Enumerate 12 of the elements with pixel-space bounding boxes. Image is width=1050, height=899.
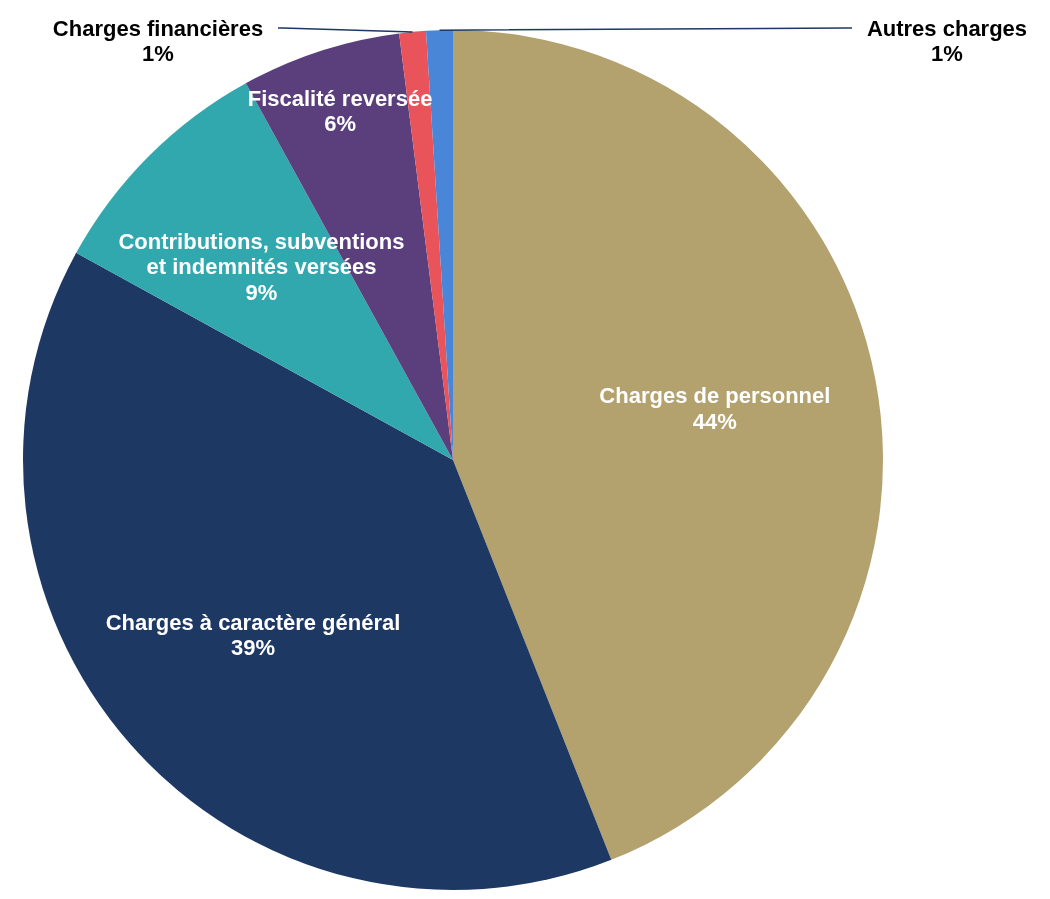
- data-label: 39%: [231, 634, 276, 660]
- data-label: 6%: [324, 110, 356, 136]
- slice-label: Contributions, subventions et indemnités versées: [118, 228, 405, 280]
- slice-label: Autres charges: [866, 15, 1028, 41]
- data-label: 1%: [931, 41, 963, 67]
- data-label: 9%: [245, 279, 278, 305]
- pie-slice: [76, 83, 453, 460]
- slice-label: Charges à caractère général: [105, 609, 401, 635]
- slice-label: Charges de personnel: [599, 383, 831, 409]
- slice-label: Charges financières: [52, 15, 264, 41]
- data-label: 1%: [142, 41, 174, 67]
- data-label: 44%: [692, 408, 737, 434]
